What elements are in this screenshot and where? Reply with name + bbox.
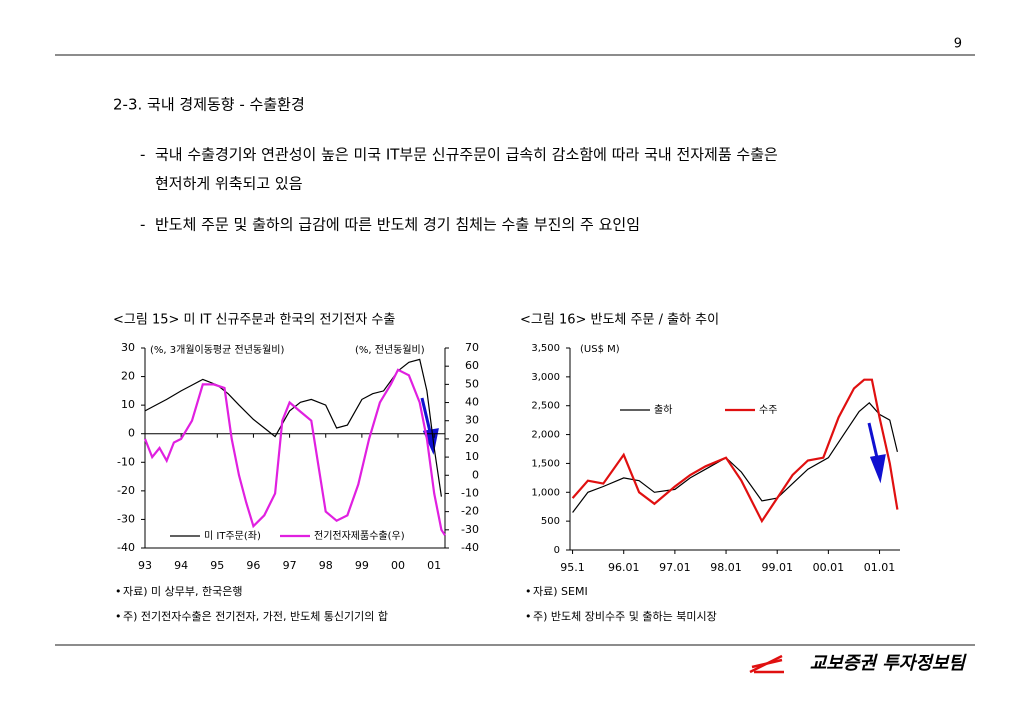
y2-tick-label: 20: [465, 432, 479, 445]
x-tick-label: 99.01: [761, 561, 793, 574]
bullet: 반도체 주문 및 출하의 급감에 따른 반도체 경기 침체는 수출 부진의 주 …: [155, 216, 640, 234]
y-tick-label: 3,500: [531, 343, 560, 354]
footer-logo: 교보증권 투자정보팀: [810, 653, 968, 674]
x-tick-label: 95.1: [560, 561, 585, 574]
bullet: 국내 수출경기와 연관성이 높은 미국 IT부문 신규주문이 급속히 감소함에 …: [155, 146, 778, 164]
y-tick-label: 0: [554, 545, 560, 556]
dot: •: [115, 610, 122, 623]
y-tick-label: 1,500: [531, 458, 560, 469]
x-tick-label: 01: [427, 559, 441, 572]
y2-tick-label: 40: [465, 396, 479, 409]
x-tick-label: 95: [210, 559, 224, 572]
series-line: [571, 378, 899, 524]
x-tick-label: 98: [319, 559, 333, 572]
x-tick-label: 98.01: [710, 561, 742, 574]
y-tick-label: -30: [117, 512, 135, 525]
footnote: 자료) 미 상무부, 한국은행: [123, 585, 242, 598]
y2-tick-label: -30: [461, 523, 479, 536]
heading: 2-3. 국내 경제동향 - 수출환경: [113, 96, 305, 114]
y-tick-label: 30: [121, 341, 135, 354]
legend-label: 출하: [654, 403, 672, 416]
page-number: 9: [954, 37, 962, 52]
y-tick-label: 0: [128, 427, 135, 440]
x-tick-label: 93: [138, 559, 152, 572]
dot: •: [525, 585, 532, 598]
x-tick-label: 94: [174, 559, 188, 572]
y-tick-label: 20: [121, 370, 135, 383]
logo-mark: [749, 654, 784, 674]
y2-tick-label: 30: [465, 414, 479, 427]
series-line: [572, 401, 898, 513]
y2-tick-label: 60: [465, 359, 479, 372]
x-tick-label: 97.01: [659, 561, 691, 574]
annotation: (%, 3개월이동평균 전년동월비): [150, 344, 285, 356]
figure-caption: <그림 16> 반도체 주문 / 출하 추이: [520, 313, 719, 328]
dash: -: [140, 216, 145, 234]
figure-caption: <그림 15> 미 IT 신규주문과 한국의 전기전자 수출: [113, 313, 395, 328]
footnote: 주) 전기전자수출은 전기전자, 가전, 반도체 통신기기의 합: [123, 610, 388, 623]
x-tick-label: 97: [283, 559, 297, 572]
x-tick-label: 96.01: [608, 561, 640, 574]
y2-tick-label: -20: [461, 505, 479, 518]
annotation: (%, 전년동월비): [355, 344, 425, 356]
y-tick-label: 10: [121, 398, 135, 411]
x-tick-label: 00: [391, 559, 405, 572]
y-tick-label: 500: [541, 516, 560, 527]
footnote: 주) 반도체 장비수주 및 출하는 북미시장: [533, 609, 717, 623]
x-tick-label: 00.01: [813, 561, 845, 574]
y-tick-label: 3,000: [531, 372, 560, 383]
y2-tick-label: 50: [465, 377, 479, 390]
series-line: [144, 358, 442, 497]
y-tick-label: 2,000: [531, 430, 560, 441]
dot: •: [525, 610, 532, 623]
x-tick-label: 96: [246, 559, 260, 572]
y-tick-label: 2,500: [531, 401, 560, 412]
x-tick-label: 99: [355, 559, 369, 572]
y-tick-label: -10: [117, 455, 135, 468]
legend-label: 수주: [759, 404, 777, 416]
y-tick-label: -40: [117, 541, 135, 554]
legend-label: 전기전자제품수출(우): [314, 530, 405, 542]
y2-tick-label: -40: [461, 541, 479, 554]
y2-tick-label: -10: [461, 486, 479, 499]
legend-label: 미 IT주문(좌): [204, 530, 261, 542]
footnote: 자료) SEMI: [533, 585, 588, 598]
bullet: 현저하게 위축되고 있음: [155, 175, 303, 193]
dash: -: [140, 146, 145, 164]
series-line: [143, 368, 446, 536]
annotation: (US$ M): [580, 344, 620, 355]
dot: •: [115, 585, 122, 598]
y2-tick-label: 10: [465, 450, 479, 463]
y2-tick-label: 70: [465, 341, 479, 354]
x-tick-label: 01.01: [864, 561, 896, 574]
y-tick-label: -20: [117, 484, 135, 497]
y2-tick-label: 0: [472, 468, 479, 481]
y-tick-label: 1,000: [531, 487, 560, 498]
